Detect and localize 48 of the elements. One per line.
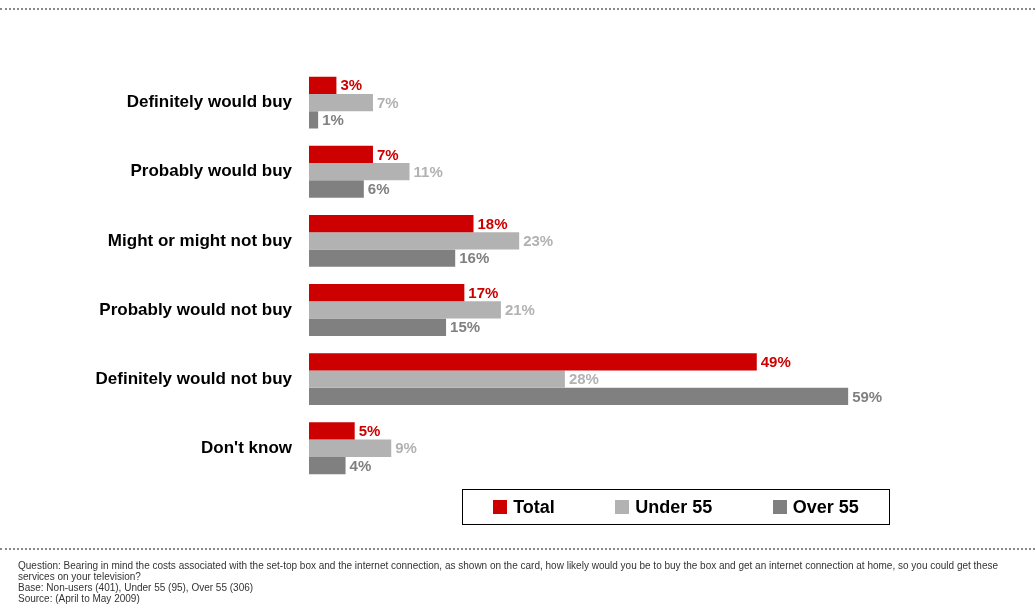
data-label: 59% [852, 387, 883, 405]
data-label: 21% [504, 301, 535, 319]
text: Question: Bearing in mind the costs associated with the set-top box and the internet connection, as shown on the card, how likely would you be to buy the box and get an internet connection at home, so you could get these services on your television? [18, 560, 1000, 582]
bar [309, 422, 355, 440]
bar [309, 214, 474, 233]
data-label: 18% [477, 214, 508, 232]
data-label: 3% [340, 76, 363, 94]
y-tick-label: Definitely would not buy [95, 368, 293, 388]
bar [309, 180, 364, 198]
y-tick-label: Don't know [201, 437, 293, 457]
data-label: 6% [367, 180, 390, 198]
data-label: 23% [523, 231, 554, 249]
data-label: 5% [358, 422, 381, 440]
data-label: 1% [322, 110, 344, 128]
bar [309, 370, 565, 388]
data-label: 9% [395, 439, 417, 457]
bar [309, 318, 447, 336]
bar [309, 232, 520, 250]
bar [309, 439, 392, 457]
data-label: 17% [468, 283, 499, 301]
bar [309, 76, 337, 94]
data-label: 15% [450, 318, 481, 336]
bar [309, 163, 410, 181]
data-label: 11% [413, 162, 443, 180]
y-tick-label: Probably would not buy [99, 299, 293, 319]
bar [309, 111, 319, 129]
data-label: 49% [760, 352, 791, 370]
legend-label: Total [513, 496, 555, 518]
bar [309, 249, 456, 267]
text: Base: Non-users (401), Under 55 (95), Over 55 (306) [18, 582, 255, 593]
data-label: 4% [349, 456, 372, 474]
bar [309, 145, 373, 164]
data-label: 16% [459, 249, 490, 267]
y-tick-label: Might or might not buy [107, 230, 293, 250]
bar [309, 284, 465, 302]
bar [309, 93, 373, 112]
bar [309, 353, 757, 371]
data-label: 7% [376, 145, 399, 163]
data-label: 7% [376, 93, 399, 111]
source-note: Source: (April to May 2009) [18, 593, 141, 604]
legend-label: Under 55 [635, 496, 713, 518]
bar [309, 301, 501, 319]
legend-label: Over 55 [792, 496, 859, 518]
bar [309, 387, 849, 406]
y-tick-label: Probably would buy [130, 161, 293, 181]
y-tick-label: Definitely would buy [126, 92, 293, 112]
data-label: 28% [568, 370, 599, 388]
bar [309, 456, 346, 475]
